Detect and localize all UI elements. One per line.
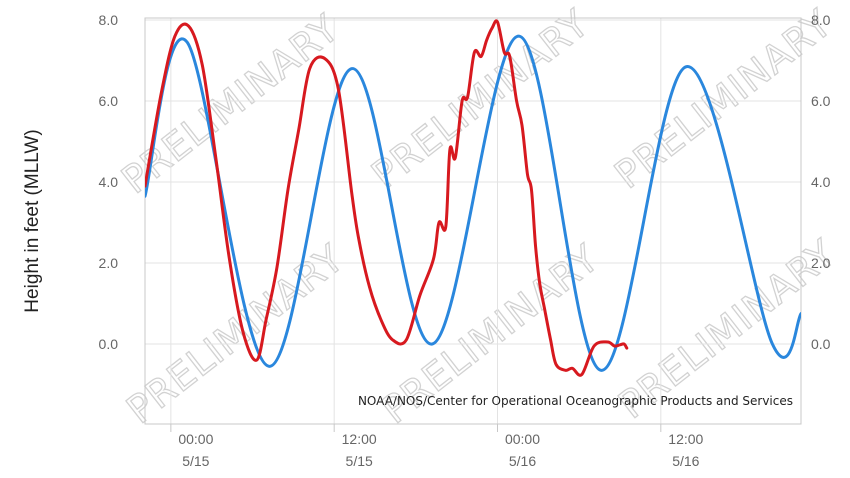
x-tick-date: 5/15 bbox=[182, 453, 209, 469]
x-tick-time: 00:00 bbox=[178, 431, 213, 447]
y-tick-label-left: 8.0 bbox=[99, 12, 119, 28]
y-tick-label-right: 8.0 bbox=[811, 12, 831, 28]
y-tick-label-left: 6.0 bbox=[99, 93, 119, 109]
watermark-text: PRELIMINARY bbox=[606, 1, 840, 197]
x-axis: 00:00 5/15 12:00 5/15 00:00 5/16 12:00 5/16 bbox=[170, 424, 704, 469]
y-tick-label-right: 4.0 bbox=[811, 174, 831, 190]
series-layer bbox=[145, 19, 801, 377]
y-tick-label-right: 2.0 bbox=[811, 255, 831, 271]
y-tick-label-left: 4.0 bbox=[99, 174, 119, 190]
series-line-1 bbox=[145, 34, 801, 372]
x-tick-time: 12:00 bbox=[668, 431, 703, 447]
y-axis-left: 0.0 2.0 4.0 6.0 8.0 bbox=[99, 12, 119, 352]
y-tick-label-left: 2.0 bbox=[99, 255, 119, 271]
credit-text: NOAA/NOS/Center for Operational Oceanogr… bbox=[358, 394, 793, 408]
x-tick-date: 5/15 bbox=[346, 453, 373, 469]
x-tick-date: 5/16 bbox=[509, 453, 536, 469]
plot-frame bbox=[144, 17, 802, 425]
x-tick-time: 12:00 bbox=[342, 431, 377, 447]
y-tick-label-right: 6.0 bbox=[811, 93, 831, 109]
y-tick-label-left: 0.0 bbox=[99, 336, 119, 352]
y-axis-right: 0.0 2.0 4.0 6.0 8.0 bbox=[811, 12, 831, 352]
y-axis-title: Height in feet (MLLW) bbox=[22, 129, 43, 312]
y-tick-label-right: 0.0 bbox=[811, 336, 831, 352]
series-line-2 bbox=[145, 19, 629, 377]
x-tick-date: 5/16 bbox=[672, 453, 699, 469]
x-tick-time: 00:00 bbox=[505, 431, 540, 447]
